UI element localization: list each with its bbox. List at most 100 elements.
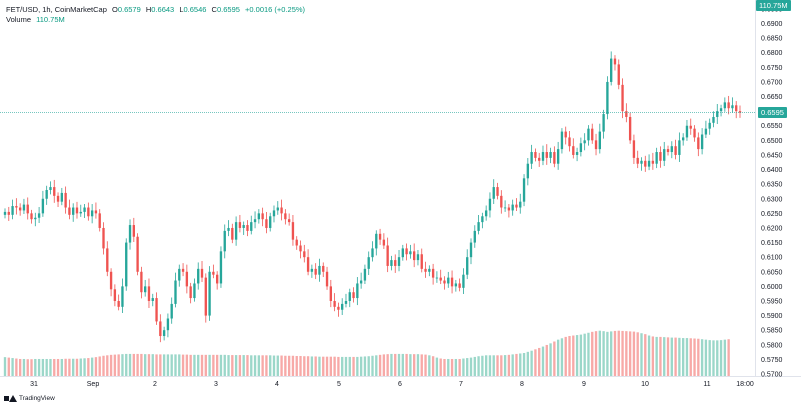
price-axis[interactable]: 0.69500.69000.68500.68000.67500.67000.66… [761,6,783,378]
price-tick-label: 0.5950 [761,298,783,305]
candle-body [193,283,196,299]
candle-body [704,128,708,135]
candle-body [144,286,147,293]
close-label: C [211,5,217,14]
candle-body [397,257,401,266]
volume-bar [526,351,530,376]
candle-body [378,233,382,240]
candle-body [670,146,673,153]
candle-body [591,128,594,141]
volume-bar [424,354,427,376]
candle-body [628,116,632,141]
volume-bar [378,354,382,376]
candle-body [727,102,730,109]
candle-body [250,222,253,231]
volume-bar [556,339,560,376]
candle-body [98,213,101,228]
tradingview-attribution[interactable]: TradingView [4,395,55,402]
time-axis[interactable]: 31 Sep 2 3 4 5 6 7 8 9 10 11 18:00 [30,381,754,388]
candle-body [132,225,135,237]
price-tick-label: 0.6150 [761,240,783,247]
candle-body [435,277,439,279]
volume-bar [591,331,594,376]
volume-bar [94,357,98,376]
time-tick-label: 2 [153,381,157,388]
volume-bar [492,355,495,376]
volume-bar [681,338,685,376]
candle-body [413,251,416,261]
volume-bar [416,354,420,376]
volume-bar [318,356,321,376]
volume-bar [34,358,37,376]
price-tick-label: 0.5800 [761,342,783,349]
candle-body [564,131,567,138]
symbol-label[interactable]: FET/USD, 1h, CoinMarketCap [6,5,107,14]
volume-bar [329,356,332,376]
volume-bar [386,354,389,376]
candle-body [106,248,109,272]
volume-bar [136,353,139,376]
candle-body [197,268,200,284]
volume-bar [303,356,306,376]
time-tick-label: 8 [520,381,524,388]
open-label: O [111,5,118,14]
candle-body [322,265,325,272]
volume-bar [685,338,689,376]
volume-bar [428,355,431,376]
volume-bar [666,337,670,376]
price-tick-label: 0.6300 [761,196,783,203]
candle-body [303,251,306,258]
volume-bar [704,339,708,376]
volume-bar [507,354,511,376]
candle-body [287,219,291,223]
volume-bar [413,354,416,376]
volume-bar [261,355,264,376]
volume-bar [208,354,211,376]
candle-body [291,222,295,240]
volume-bar [727,339,730,376]
volume-bar [560,338,564,376]
volume-bar [166,354,170,376]
volume-bar [337,356,340,376]
volume-bar [15,358,18,376]
volume-bar [162,354,166,376]
time-tick-label: 4 [275,381,279,388]
volume-bar [435,357,439,376]
volume-bar [375,355,378,376]
volume-bar [488,355,492,376]
candle-body [272,210,276,217]
volume-bar [197,354,200,376]
price-tick-label: 0.6700 [761,79,783,86]
tradingview-logo-icon [4,395,17,402]
candle-body [75,207,79,214]
volume-bar [651,336,655,376]
candle-body [352,292,355,299]
volume-bar [87,358,90,376]
volume-bar [181,354,185,376]
candle-body [484,210,488,217]
time-tick-label: 18:00 [736,381,754,388]
volume-bar [200,354,204,376]
volume-bar [579,334,583,376]
volume-bar [367,356,370,376]
volume-bar [155,354,158,376]
candle-body [79,211,82,214]
volume-label[interactable]: Volume [6,15,32,24]
candle-body [538,157,541,161]
candle-body [556,149,560,164]
volume-bar [466,358,469,376]
volume-bar [693,338,696,376]
volume-bar [174,354,177,376]
candle-body [621,84,624,112]
volume-bar [371,355,374,376]
volume-bar [341,356,344,376]
candle-body [257,213,261,220]
volume-bar [606,331,609,376]
candle-body [56,195,60,202]
volume-bar [625,331,628,376]
volume-bar [234,355,238,376]
candle-body [371,248,374,258]
candle-body [367,257,370,269]
candle-body [26,204,29,214]
